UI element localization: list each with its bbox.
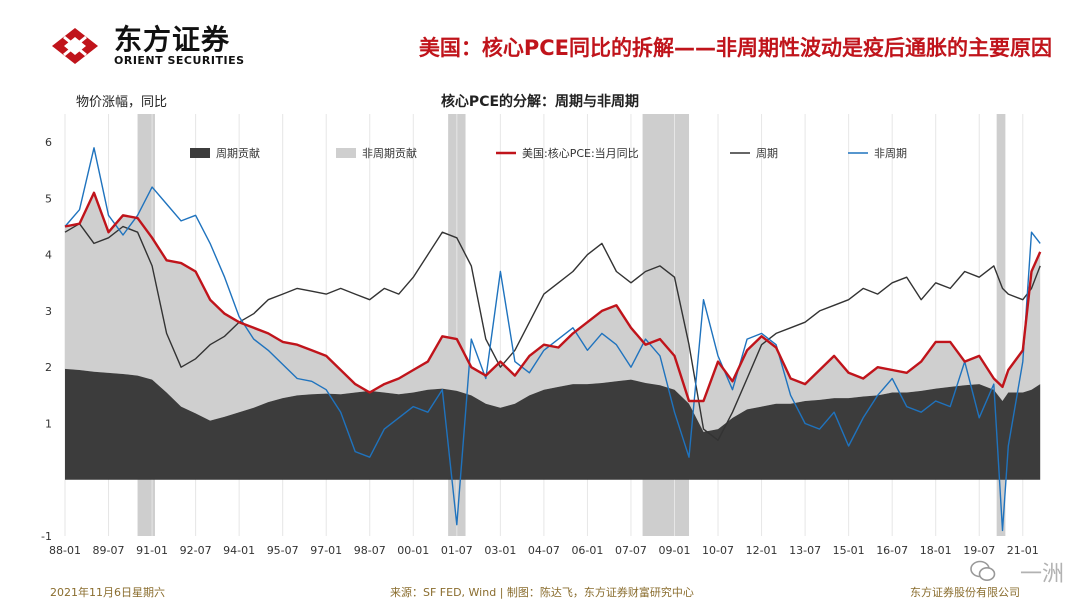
core-pce-line	[64, 191, 1042, 403]
footer-source: 来源：SF FED, Wind | 制图：陈达飞，东方证券财富研究中心	[390, 586, 694, 599]
watermark-text: 一洲	[1019, 562, 1064, 587]
recession-band	[996, 114, 1006, 536]
header: 东方证券 ORIENT SECURITIES 美国：核心PCE同比的拆解——非周…	[0, 0, 1080, 80]
legend-label: 周期贡献	[216, 146, 260, 160]
x-tick-label: 98-07	[354, 544, 386, 557]
y-tick-label: 4	[45, 249, 52, 262]
footer-company: 东方证券股份有限公司	[910, 586, 1020, 599]
chart-container: -1 1 2 3 4 5 6 88-01 89-07 91-01 92-07 94-01 95-07 97…	[0, 84, 1080, 570]
orient-logo-icon	[52, 28, 98, 64]
logo-text-cn: 东方证券	[114, 23, 231, 56]
y-tick-label: -1	[41, 530, 52, 543]
legend-label: 非周期	[874, 147, 907, 160]
x-tick-label: 10-07	[702, 544, 734, 557]
legend-label: 美国:核心PCE:当月同比	[522, 146, 639, 160]
wechat-watermark-icon	[970, 560, 996, 581]
y-tick-label: 6	[45, 136, 52, 149]
page-title: 美国：核心PCE同比的拆解——非周期性波动是疫后通胀的主要原因	[418, 36, 1052, 60]
x-tick-label: 89-07	[93, 544, 125, 557]
x-tick-label: 91-01	[136, 544, 168, 557]
x-tick-label: 12-01	[746, 544, 778, 557]
x-tick-label: 95-07	[267, 544, 299, 557]
x-tick-label: 19-07	[963, 544, 995, 557]
x-tick-label: 92-07	[180, 544, 212, 557]
cyclical-contribution-area	[65, 368, 1041, 480]
logo-text-en: ORIENT SECURITIES	[114, 54, 245, 67]
chart-title: 核心PCE的分解：周期与非周期	[441, 93, 639, 110]
x-tick-label: 01-07	[441, 544, 473, 557]
x-tick-label: 94-01	[223, 544, 255, 557]
y-tick-label: 2	[45, 361, 52, 374]
legend-label: 非周期贡献	[362, 146, 417, 160]
pce-decomposition-chart: -1 1 2 3 4 5 6 88-01 89-07 91-01 92-07 94-01 95-07 97…	[41, 93, 1042, 557]
legend-label: 周期	[756, 147, 778, 160]
x-tick-label: 88-01	[49, 544, 81, 557]
x-tick-label: 13-07	[789, 544, 821, 557]
x-tick-label: 07-07	[615, 544, 647, 557]
x-tick-label: 04-07	[528, 544, 560, 557]
legend-swatch	[190, 148, 210, 158]
x-tick-label: 21-01	[1007, 544, 1039, 557]
y-tick-label: 1	[45, 417, 52, 430]
y-tick-label: 3	[45, 305, 52, 318]
x-tick-label: 97-01	[310, 544, 342, 557]
legend-swatch	[336, 148, 356, 158]
x-tick-label: 15-01	[833, 544, 865, 557]
acyclical-line	[64, 147, 1041, 532]
x-tick-label: 18-01	[920, 544, 952, 557]
x-tick-label: 03-01	[484, 544, 516, 557]
x-tick-label: 00-01	[397, 544, 429, 557]
acyclical-contribution-area	[65, 192, 1041, 432]
x-tick-label: 06-01	[571, 544, 603, 557]
x-tick-label: 09-01	[659, 544, 691, 557]
footer: 2021年11月6日星期六 来源：SF FED, Wind | 制图：陈达飞，东…	[0, 580, 1080, 604]
y-axis-label: 物价涨幅，同比	[76, 95, 167, 110]
footer-date: 2021年11月6日星期六	[50, 586, 165, 599]
y-tick-label: 5	[45, 192, 52, 205]
x-tick-label: 16-07	[876, 544, 908, 557]
cyclical-line	[64, 222, 1041, 441]
